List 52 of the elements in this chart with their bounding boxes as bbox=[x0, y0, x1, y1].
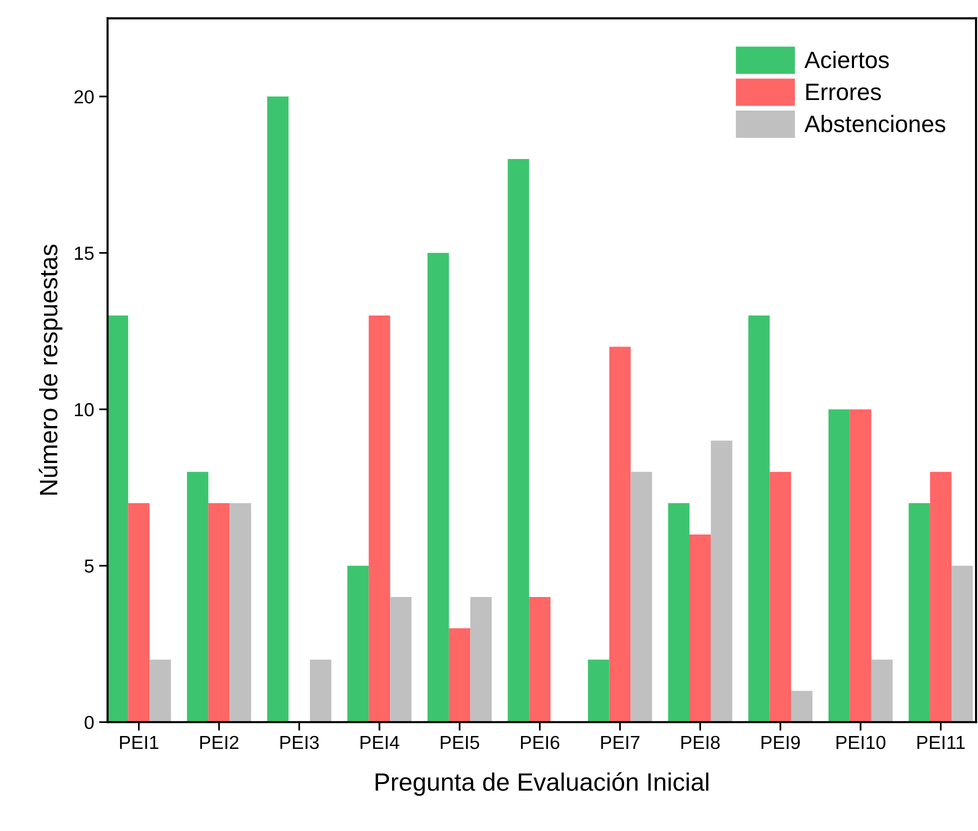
bar bbox=[609, 346, 631, 722]
bar bbox=[828, 409, 850, 722]
x-tick-label: PEI7 bbox=[601, 736, 640, 749]
x-tick-label: PEI9 bbox=[762, 736, 800, 750]
x-tick-label: PEI8 bbox=[681, 736, 720, 750]
y-axis-title: Número de respuestas bbox=[38, 244, 62, 495]
bar bbox=[588, 660, 610, 722]
y-tick-label: 15 bbox=[74, 246, 94, 260]
bar bbox=[689, 534, 711, 722]
y-tick-label: 20 bbox=[74, 90, 94, 104]
x-tick-label: PEI5 bbox=[440, 736, 480, 750]
bar bbox=[710, 440, 732, 722]
bar bbox=[770, 472, 792, 722]
bar bbox=[748, 315, 770, 722]
x-tick-label: PEI6 bbox=[521, 736, 560, 750]
x-tick-label: PEI3 bbox=[280, 736, 319, 750]
bar bbox=[428, 252, 449, 722]
y-tick-label: 5 bbox=[84, 560, 94, 573]
bar bbox=[150, 660, 171, 722]
bar bbox=[791, 690, 812, 722]
x-tick-label: PEI2 bbox=[200, 736, 238, 749]
bar bbox=[347, 566, 369, 722]
bar bbox=[390, 597, 412, 722]
bar bbox=[208, 503, 230, 722]
x-axis-title: Pregunta de Evaluación Inicial bbox=[376, 772, 708, 796]
bar bbox=[368, 315, 390, 722]
bar bbox=[470, 597, 492, 722]
bar bbox=[108, 315, 128, 722]
bar bbox=[310, 660, 332, 722]
bar bbox=[908, 503, 930, 722]
bar bbox=[850, 409, 872, 722]
bar bbox=[186, 472, 208, 722]
bar bbox=[230, 503, 252, 722]
bar bbox=[951, 566, 973, 722]
bar bbox=[871, 660, 893, 722]
legend-label: Abstenciones bbox=[804, 114, 946, 132]
x-tick-label: PEI4 bbox=[360, 736, 400, 749]
bar bbox=[448, 628, 470, 722]
x-tick-label: PEI1 bbox=[120, 736, 158, 749]
legend-label: Aciertos bbox=[804, 50, 889, 68]
bar bbox=[128, 503, 150, 722]
x-tick-label: PEI10 bbox=[836, 736, 886, 750]
bar bbox=[668, 503, 690, 722]
y-tick-label: 10 bbox=[74, 403, 94, 416]
y-tick-label: 0 bbox=[84, 716, 94, 730]
x-tick-label: PEI11 bbox=[917, 736, 965, 749]
bar bbox=[630, 472, 652, 722]
bar bbox=[267, 96, 289, 722]
bar bbox=[508, 159, 530, 722]
legend-label: Errores bbox=[806, 84, 881, 100]
bar bbox=[529, 597, 550, 722]
bar bbox=[930, 472, 952, 722]
